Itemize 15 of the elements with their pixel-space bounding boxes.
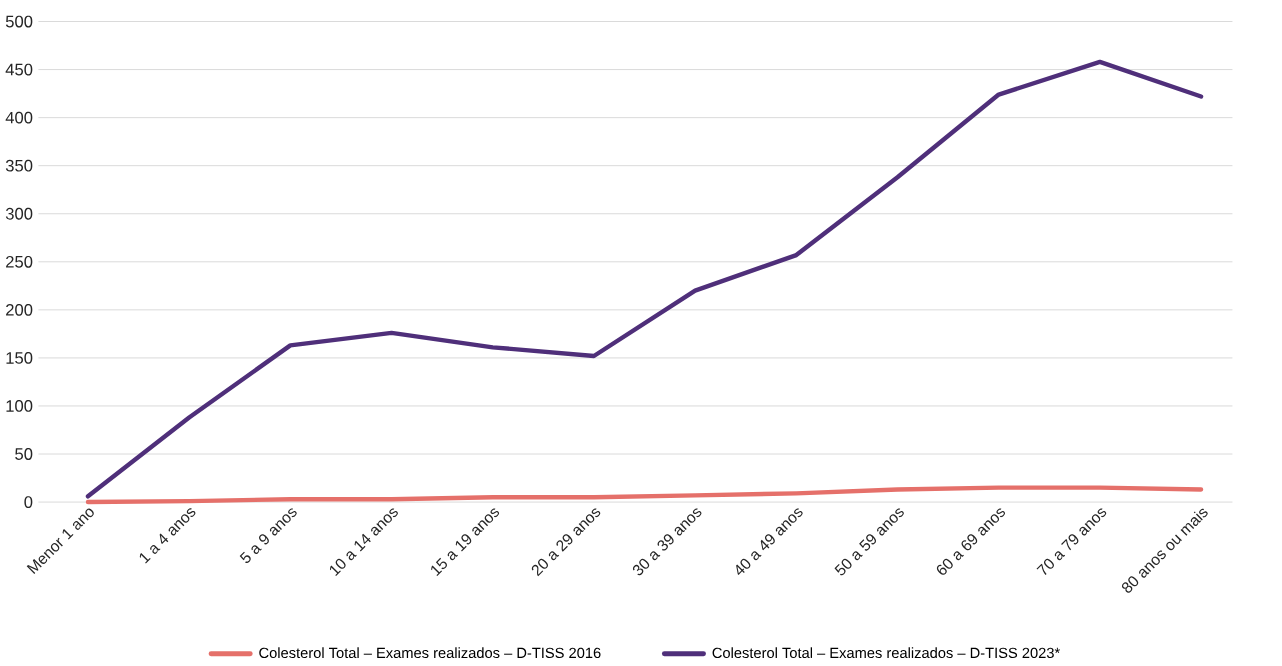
y-tick-label: 150	[6, 352, 33, 365]
legend-label: Colesterol Total – Exames realizados – D-TISS 2023*	[712, 647, 1060, 659]
line-series	[85, 485, 1204, 505]
y-tick-label: 400	[5, 111, 33, 124]
y-tick-label: 0	[24, 496, 33, 509]
y-tick-label: 500	[5, 15, 33, 28]
y-tick-label: 100	[6, 400, 33, 413]
y-tick-label: 350	[5, 160, 33, 172]
y-tick-label: 250	[6, 256, 33, 268]
line-series	[85, 59, 1204, 499]
y-tick-label: 450	[5, 63, 33, 76]
y-tick-label: 300	[5, 208, 33, 220]
legend-label: Colesterol Total – Exames realizados – D-TISS 2016	[259, 647, 601, 659]
y-tick-label: 50	[15, 448, 33, 461]
y-tick-label: 200	[6, 304, 33, 316]
